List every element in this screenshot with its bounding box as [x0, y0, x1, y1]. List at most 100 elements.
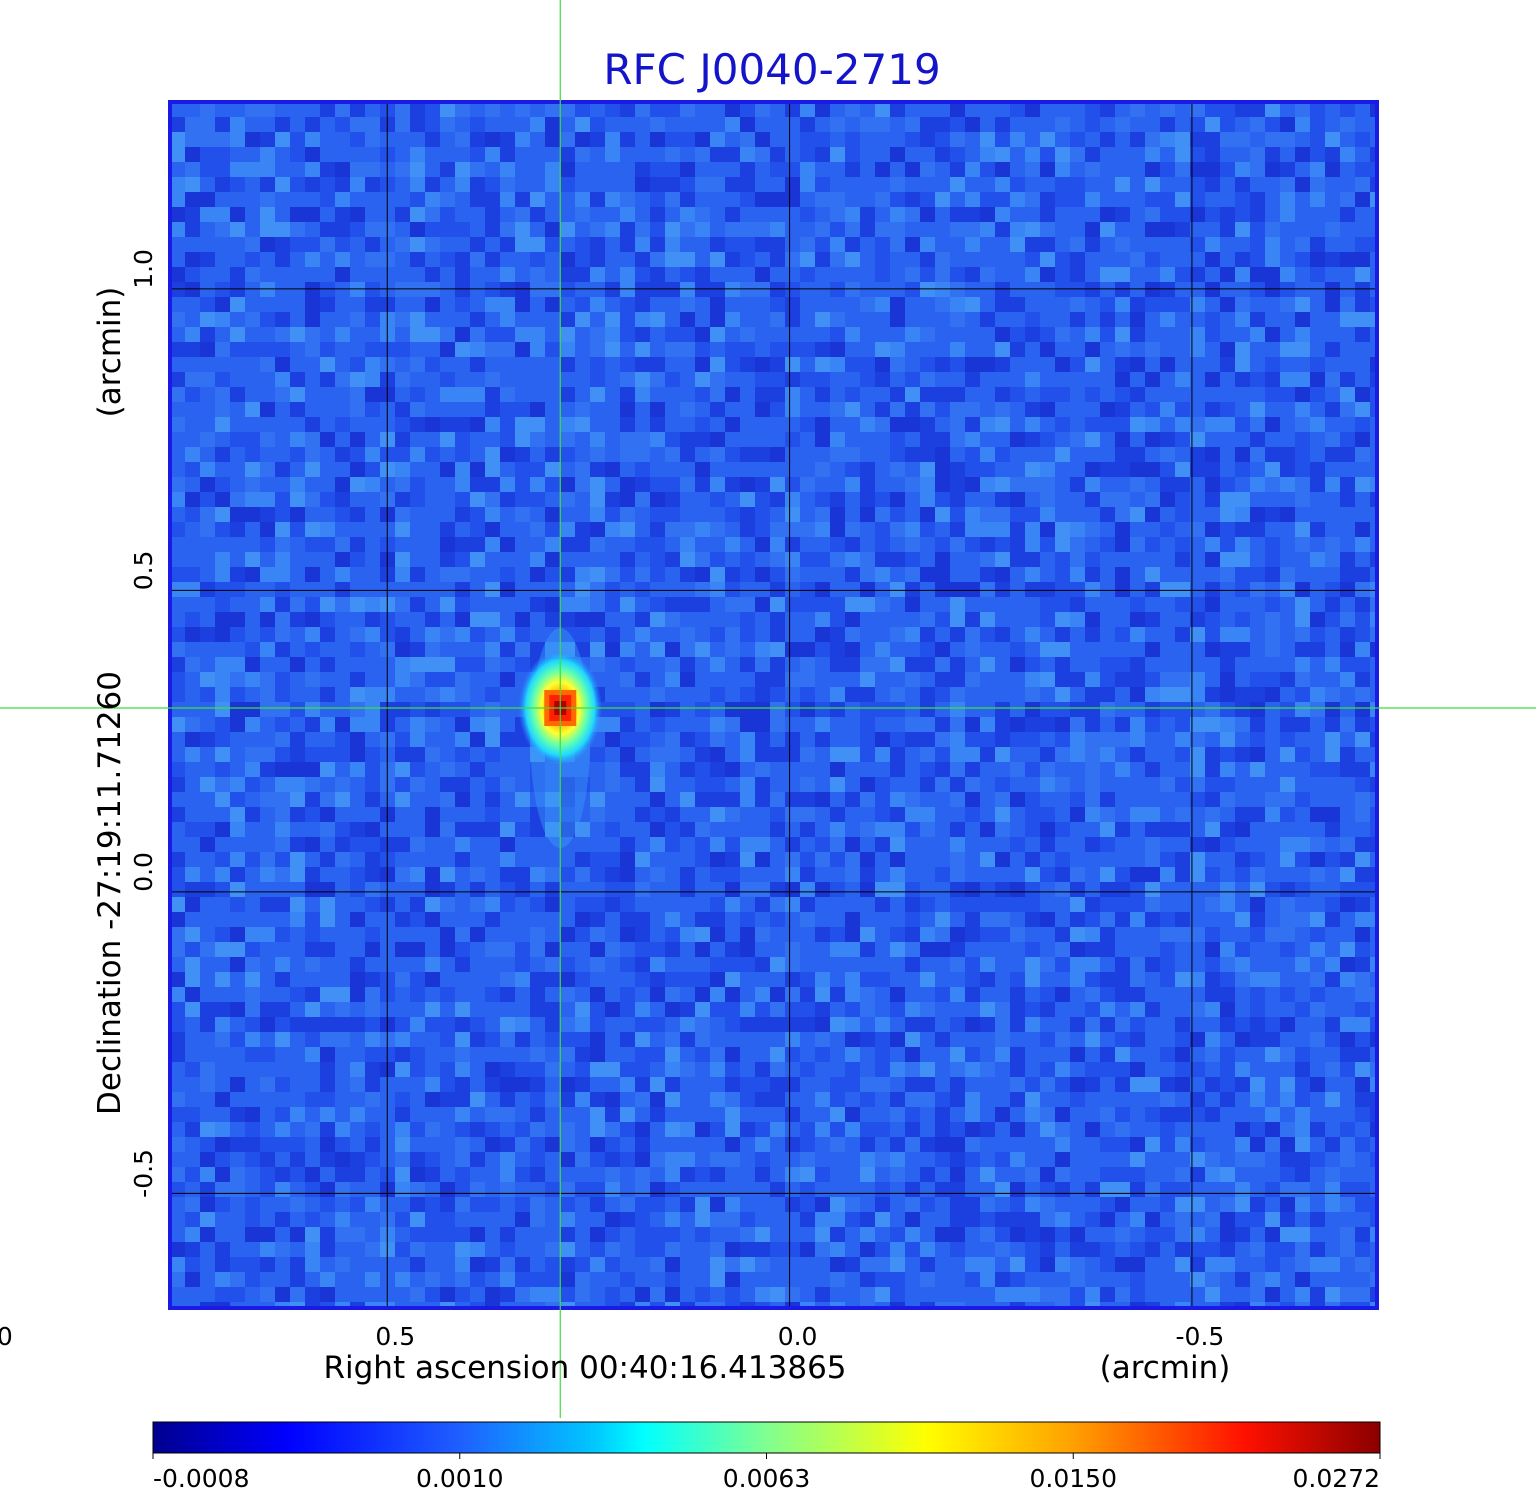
noise-cell [995, 1287, 1010, 1302]
noise-cell [800, 147, 815, 162]
noise-cell [905, 447, 920, 462]
noise-cell [680, 1212, 695, 1227]
noise-cell [1130, 192, 1145, 207]
noise-cell [1235, 717, 1250, 732]
noise-cell [185, 312, 200, 327]
noise-cell [1160, 582, 1175, 597]
noise-cell [695, 282, 710, 297]
noise-cell [785, 987, 800, 1002]
noise-cell [1100, 702, 1115, 717]
noise-cell [965, 762, 980, 777]
noise-cell [965, 1107, 980, 1122]
noise-cell [395, 867, 410, 882]
noise-cell [215, 747, 230, 762]
noise-cell [1055, 807, 1070, 822]
noise-cell [830, 462, 845, 477]
noise-cell [440, 1017, 455, 1032]
noise-cell [275, 117, 290, 132]
noise-cell [1175, 192, 1190, 207]
noise-cell [185, 132, 200, 147]
noise-cell [545, 447, 560, 462]
noise-cell [1310, 237, 1325, 252]
noise-cell [455, 777, 470, 792]
noise-cell [665, 1032, 680, 1047]
noise-cell [770, 747, 785, 762]
noise-cell [455, 537, 470, 552]
noise-cell [320, 612, 335, 627]
noise-cell [950, 777, 965, 792]
noise-cell [635, 1077, 650, 1092]
noise-cell [245, 987, 260, 1002]
noise-cell [350, 1152, 365, 1167]
noise-cell [320, 912, 335, 927]
noise-cell [875, 372, 890, 387]
noise-cell [665, 1257, 680, 1272]
noise-cell [1055, 1122, 1070, 1137]
noise-cell [1250, 402, 1265, 417]
noise-cell [500, 327, 515, 342]
noise-cell [1040, 162, 1055, 177]
noise-cell [845, 792, 860, 807]
noise-cell [335, 1212, 350, 1227]
colorbar-gradient [152, 1421, 1381, 1454]
noise-cell [1235, 1122, 1250, 1137]
noise-cell [305, 1302, 320, 1308]
noise-cell [185, 822, 200, 837]
noise-cell [305, 792, 320, 807]
noise-cell [605, 147, 620, 162]
noise-cell [1100, 507, 1115, 522]
noise-cell [575, 777, 590, 792]
noise-cell [425, 162, 440, 177]
noise-cell [1130, 417, 1145, 432]
noise-cell [635, 1062, 650, 1077]
noise-cell [590, 267, 605, 282]
noise-cell [290, 1242, 305, 1257]
noise-cell [845, 597, 860, 612]
noise-cell [1235, 642, 1250, 657]
noise-cell [500, 192, 515, 207]
noise-cell [305, 627, 320, 642]
noise-cell [1355, 957, 1370, 972]
noise-cell [275, 852, 290, 867]
noise-cell [890, 372, 905, 387]
noise-cell [230, 117, 245, 132]
noise-cell [875, 957, 890, 972]
noise-cell [905, 132, 920, 147]
noise-cell [620, 297, 635, 312]
noise-cell [215, 1017, 230, 1032]
noise-cell [1175, 372, 1190, 387]
noise-cell [680, 867, 695, 882]
noise-cell [185, 1227, 200, 1242]
noise-cell [770, 537, 785, 552]
noise-cell [485, 1287, 500, 1302]
noise-cell [815, 702, 830, 717]
noise-cell [560, 507, 575, 522]
noise-cell [995, 267, 1010, 282]
noise-cell [650, 867, 665, 882]
noise-cell [275, 582, 290, 597]
noise-cell [1040, 477, 1055, 492]
noise-cell [875, 1122, 890, 1137]
noise-cell [1355, 102, 1370, 117]
noise-cell [455, 1197, 470, 1212]
noise-cell [935, 762, 950, 777]
noise-cell [1280, 372, 1295, 387]
noise-cell [1130, 1257, 1145, 1272]
noise-cell [530, 867, 545, 882]
noise-cell [665, 747, 680, 762]
noise-cell [920, 357, 935, 372]
noise-cell [680, 1062, 695, 1077]
noise-cell [650, 522, 665, 537]
noise-cell [185, 1062, 200, 1077]
noise-cell [1010, 1122, 1025, 1137]
noise-cell [1355, 537, 1370, 552]
noise-cell [695, 1017, 710, 1032]
noise-cell [1265, 1242, 1280, 1257]
noise-cell [680, 327, 695, 342]
noise-cell [1025, 1092, 1040, 1107]
noise-cell [950, 507, 965, 522]
noise-cell [230, 867, 245, 882]
noise-cell [695, 372, 710, 387]
noise-cell [1010, 1167, 1025, 1182]
noise-cell [455, 252, 470, 267]
